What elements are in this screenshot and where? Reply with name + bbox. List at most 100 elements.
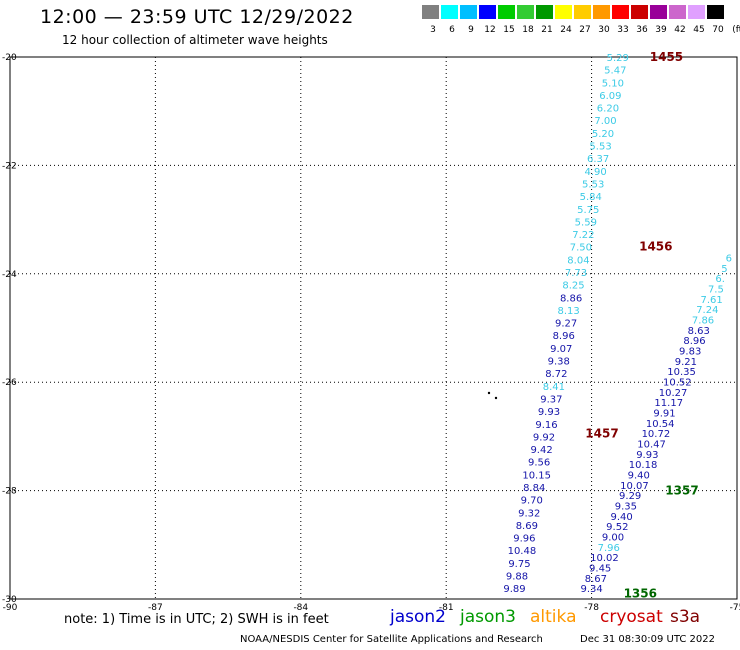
scale-label: 12	[484, 25, 496, 35]
scale-swatch	[555, 5, 572, 19]
lon-tick-label: -78	[584, 603, 599, 613]
swh-value: 8.25	[562, 281, 584, 292]
swh-value: 9.93	[636, 450, 658, 461]
scale-label: 30	[598, 25, 610, 35]
swh-value: 6	[726, 254, 732, 265]
lon-tick-label: -84	[293, 603, 308, 613]
satellite-altika: altika	[530, 607, 577, 627]
swh-value: 9.32	[518, 508, 540, 519]
swh-value: 7.61	[700, 295, 722, 306]
swh-value: 5.53	[582, 179, 604, 190]
swh-value: 5	[721, 264, 727, 275]
swh-value: 9.96	[513, 534, 535, 545]
swh-value: 10.02	[590, 553, 619, 564]
swh-value: 5.84	[580, 192, 602, 203]
swh-value: 6.37	[587, 154, 609, 165]
scale-swatch	[498, 5, 515, 19]
scale-label: 39	[655, 25, 667, 35]
swh-value: 9.52	[606, 522, 628, 533]
altimeter-tracks: 5.295.475.106.096.207.005.205.536.374.90…	[503, 53, 732, 595]
scale-swatch	[669, 5, 686, 19]
swh-value: 11.17	[654, 398, 683, 409]
swh-value: 8.86	[560, 293, 582, 304]
swh-value: 8.13	[557, 306, 579, 317]
scale-label: 3	[430, 25, 436, 35]
swh-value: 9.00	[602, 533, 624, 544]
pass-time-label: 1357	[665, 484, 698, 498]
swh-value: 10.35	[667, 367, 696, 378]
swh-value: 8.04	[567, 255, 589, 266]
satellite-s3a: s3a	[670, 607, 701, 627]
swh-value: 6.	[715, 274, 725, 285]
pass-time-label: 1456	[639, 240, 672, 254]
swh-value: 7.50	[570, 243, 592, 254]
lon-tick-label: -75	[730, 603, 740, 613]
scale-label: 9	[468, 25, 474, 35]
scale-swatch	[688, 5, 705, 19]
scale-label: 21	[541, 25, 553, 35]
satellite-cryosat: cryosat	[600, 607, 663, 627]
scale-label: 33	[617, 25, 629, 35]
swh-value: 9.75	[508, 559, 530, 570]
swh-value: 9.16	[535, 420, 557, 431]
swh-value: 8.72	[545, 369, 567, 380]
scale-swatch	[631, 5, 648, 19]
lon-tick-label: -87	[148, 603, 163, 613]
scale-label: 36	[636, 25, 648, 35]
swh-value: 8.84	[523, 483, 545, 494]
swh-value: 7.5	[708, 285, 724, 296]
axis-ticks: -90 -87 -84 -81 -78 -75 -20 -22 -24 -26 -28 -30	[2, 53, 740, 613]
scale-swatch	[536, 5, 553, 19]
swh-value: 9.38	[548, 357, 570, 368]
scale-label: 18	[522, 25, 534, 35]
scale-swatch	[441, 5, 458, 19]
swh-value: 9.40	[610, 512, 632, 523]
lat-tick-label: -20	[2, 53, 17, 63]
swh-value: 9.40	[628, 471, 650, 482]
swh-value: 9.92	[533, 432, 555, 443]
swh-value: 7.96	[598, 543, 620, 554]
swh-value: 5.75	[577, 205, 599, 216]
pass-time-label: 1455	[650, 50, 683, 64]
swh-value: 7.00	[594, 116, 616, 127]
swh-value: 9.34	[580, 584, 602, 595]
swh-value: 9.27	[555, 319, 577, 330]
scale-swatch	[707, 5, 724, 19]
swh-value: 8.41	[543, 382, 565, 393]
swh-value: 9.42	[530, 445, 552, 456]
swh-value: 7.73	[565, 268, 587, 279]
swh-value: 8.69	[516, 521, 538, 532]
island-marker	[487, 391, 498, 400]
scale-swatch	[479, 5, 496, 19]
swh-value: 5.47	[604, 66, 626, 77]
scale-swatch	[574, 5, 591, 19]
swh-value: 9.56	[528, 458, 550, 469]
swh-value: 10.54	[646, 419, 675, 430]
scale-unit: (ft)	[732, 25, 740, 35]
swh-value: 10.52	[663, 378, 692, 389]
scale-label: 42	[674, 25, 686, 35]
swh-value: 10.07	[620, 481, 649, 492]
lon-tick-label: -81	[439, 603, 454, 613]
lat-tick-label: -22	[2, 161, 17, 171]
swh-value: 8.63	[688, 326, 710, 337]
swh-value: 7.24	[696, 305, 718, 316]
swh-value: 10.72	[642, 429, 671, 440]
swh-value: 9.88	[506, 572, 528, 583]
scale-label: 45	[693, 25, 705, 35]
pass-labels: 1455 1456 1457 1357 1356	[585, 50, 698, 601]
scale-swatch	[422, 5, 439, 19]
satellite-jason3: jason3	[460, 607, 516, 627]
scale-swatch	[612, 5, 629, 19]
swh-value: 4.90	[585, 167, 607, 178]
chart-subtitle: 12 hour collection of altimeter wave hei…	[62, 33, 328, 47]
swh-value: 10.18	[629, 460, 658, 471]
swh-value: 5.59	[575, 217, 597, 228]
footer-note: note: 1) Time is in UTC; 2) SWH is in fe…	[64, 612, 329, 627]
swh-value: 10.27	[659, 388, 688, 399]
swh-value: 8.96	[553, 331, 575, 342]
swh-value: 5.20	[592, 129, 614, 140]
swh-value: 5.29	[607, 53, 629, 64]
scale-swatch	[593, 5, 610, 19]
